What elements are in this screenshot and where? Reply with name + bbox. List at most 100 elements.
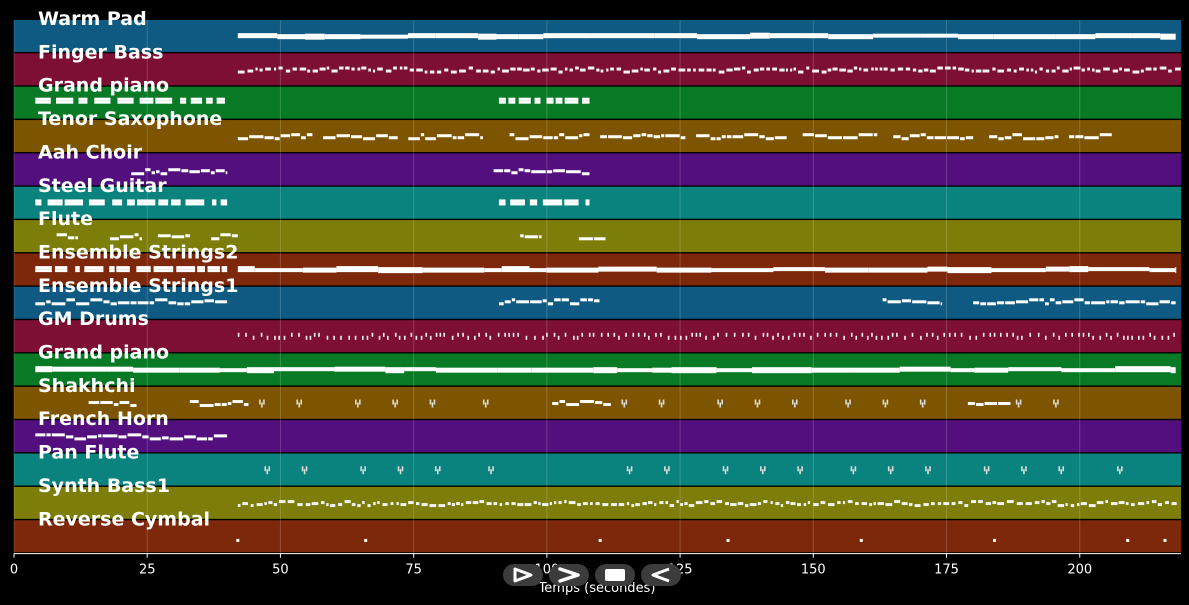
note bbox=[212, 202, 217, 206]
note bbox=[399, 469, 402, 475]
note bbox=[1106, 300, 1110, 304]
stop-icon bbox=[605, 569, 625, 581]
note bbox=[785, 68, 789, 72]
note bbox=[756, 402, 759, 408]
note-segment bbox=[109, 233, 142, 241]
note bbox=[713, 335, 715, 340]
note bbox=[451, 335, 454, 340]
note-segment bbox=[237, 332, 1175, 340]
note bbox=[312, 69, 318, 73]
forward-icon bbox=[558, 567, 580, 583]
note bbox=[84, 269, 104, 273]
note bbox=[382, 503, 388, 507]
note bbox=[652, 67, 657, 71]
note bbox=[837, 501, 841, 505]
play-button[interactable] bbox=[503, 564, 543, 586]
note bbox=[326, 335, 329, 340]
note bbox=[363, 137, 376, 141]
accent-mark bbox=[760, 466, 766, 475]
note bbox=[268, 466, 271, 472]
note bbox=[564, 100, 579, 104]
note bbox=[285, 69, 291, 73]
note bbox=[1078, 332, 1080, 337]
note bbox=[859, 538, 863, 542]
note bbox=[211, 237, 220, 241]
note bbox=[559, 133, 565, 137]
note bbox=[568, 501, 576, 505]
forward-button[interactable] bbox=[549, 564, 589, 586]
note bbox=[1159, 66, 1167, 70]
note bbox=[581, 332, 584, 337]
note bbox=[993, 34, 1056, 40]
note bbox=[652, 367, 672, 373]
note bbox=[812, 69, 820, 73]
note bbox=[1130, 503, 1135, 507]
note bbox=[543, 33, 592, 39]
note bbox=[879, 67, 883, 71]
note bbox=[385, 69, 392, 73]
note bbox=[873, 133, 878, 137]
note bbox=[616, 67, 622, 71]
rewind-button[interactable] bbox=[641, 564, 681, 586]
note bbox=[139, 97, 154, 101]
note bbox=[429, 399, 432, 405]
stop-button[interactable] bbox=[595, 564, 635, 586]
note bbox=[927, 301, 940, 305]
note bbox=[850, 332, 853, 337]
note bbox=[996, 301, 1005, 305]
note bbox=[259, 68, 263, 72]
note bbox=[647, 134, 653, 138]
note bbox=[901, 299, 912, 303]
note bbox=[113, 403, 119, 407]
note bbox=[533, 501, 537, 505]
note bbox=[403, 66, 408, 70]
note bbox=[644, 68, 650, 72]
note bbox=[827, 136, 842, 140]
note bbox=[156, 170, 160, 174]
note bbox=[1034, 501, 1040, 505]
note bbox=[885, 503, 893, 507]
note bbox=[550, 67, 557, 71]
note bbox=[842, 501, 846, 505]
note bbox=[1073, 66, 1081, 70]
note bbox=[923, 68, 929, 72]
note bbox=[965, 136, 974, 140]
note bbox=[578, 237, 594, 241]
note bbox=[931, 502, 935, 506]
note bbox=[1125, 502, 1129, 506]
note bbox=[952, 66, 957, 70]
note bbox=[237, 137, 249, 141]
note bbox=[765, 137, 774, 141]
note bbox=[245, 332, 247, 337]
note bbox=[360, 34, 408, 39]
note bbox=[1167, 335, 1170, 340]
note bbox=[909, 134, 920, 138]
note bbox=[925, 466, 927, 472]
note bbox=[403, 335, 406, 340]
note bbox=[724, 469, 727, 475]
note bbox=[221, 269, 228, 273]
note bbox=[362, 501, 365, 505]
note bbox=[695, 501, 703, 505]
note bbox=[698, 68, 705, 72]
note bbox=[468, 66, 473, 70]
note-segment bbox=[237, 32, 1176, 40]
note bbox=[801, 466, 803, 472]
note bbox=[680, 136, 686, 140]
track-lane bbox=[14, 520, 1181, 553]
note bbox=[555, 97, 563, 101]
note bbox=[64, 199, 84, 203]
note bbox=[741, 66, 746, 70]
note bbox=[35, 302, 46, 306]
note bbox=[112, 199, 123, 203]
note bbox=[324, 34, 361, 40]
note bbox=[1088, 332, 1090, 337]
note bbox=[264, 502, 267, 506]
note bbox=[56, 233, 67, 237]
note bbox=[937, 66, 943, 70]
accent-mark bbox=[301, 466, 308, 475]
note bbox=[1044, 302, 1049, 306]
note bbox=[553, 169, 565, 173]
note bbox=[274, 137, 280, 141]
note bbox=[149, 301, 155, 305]
